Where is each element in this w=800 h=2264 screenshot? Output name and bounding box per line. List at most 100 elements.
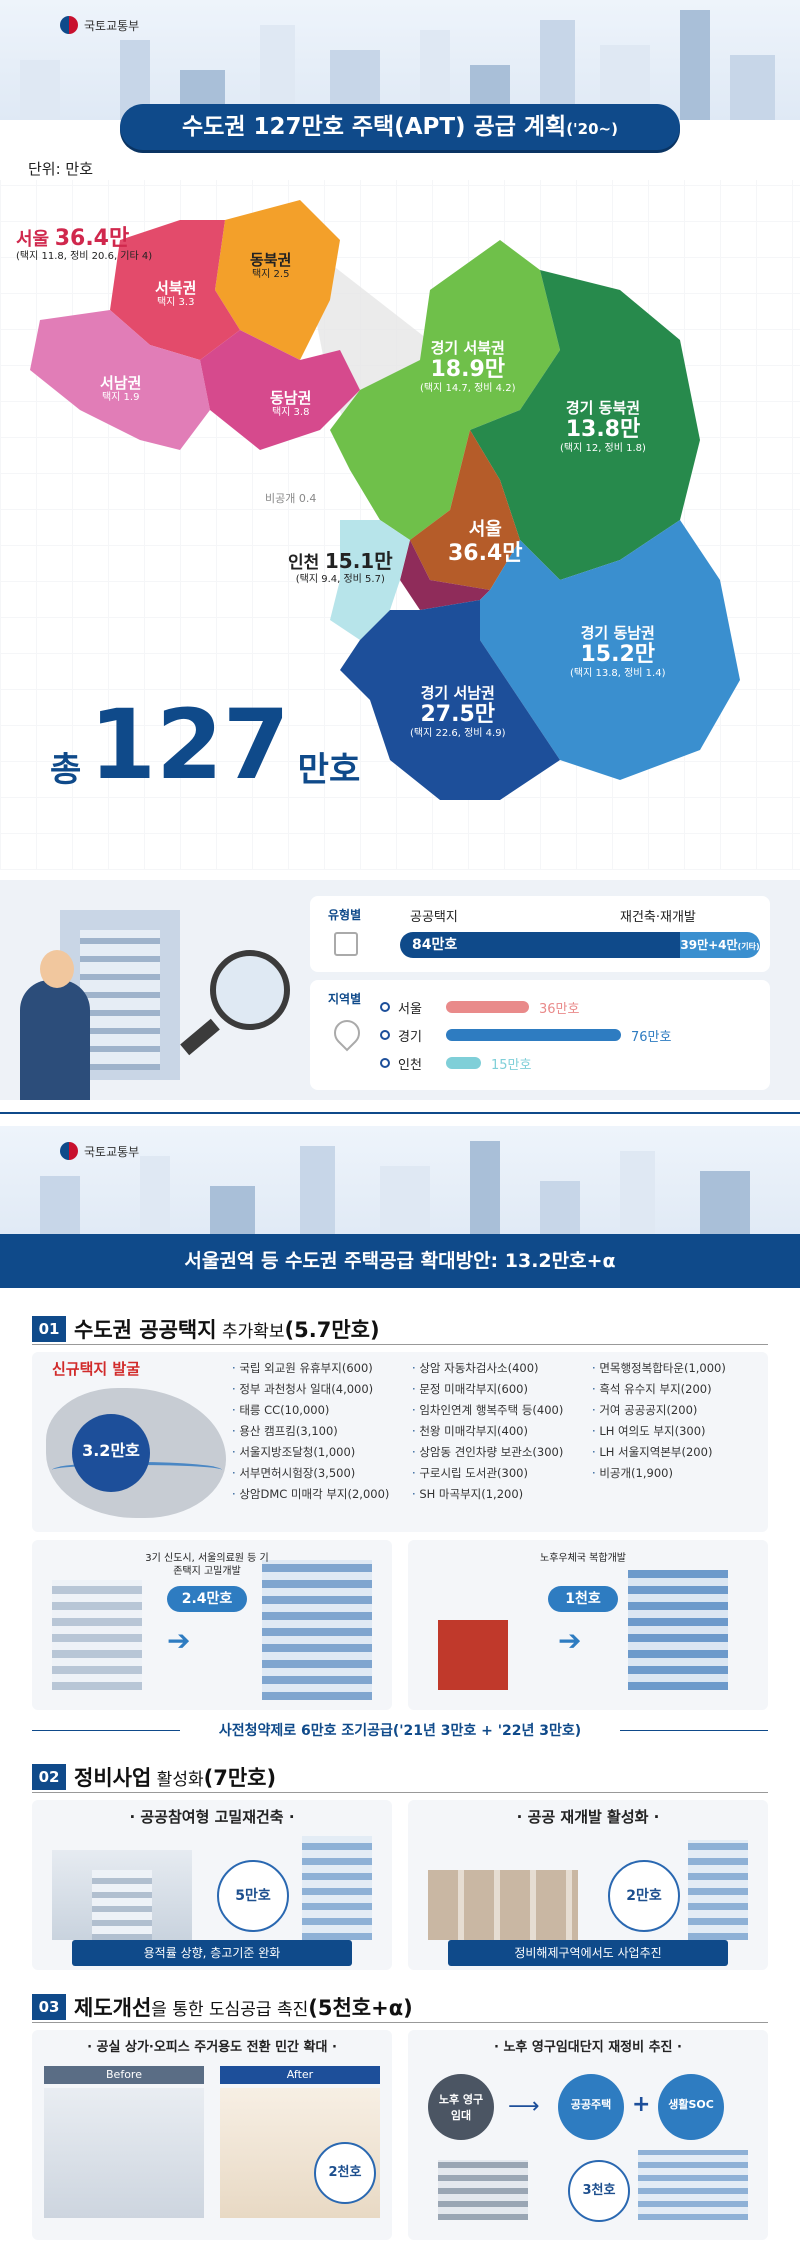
region-name: 인천 (398, 1058, 422, 1073)
section-2-title-c: (7만호) (203, 1766, 277, 1790)
site-item: 임차인연계 행복주택 등(400) (412, 1400, 592, 1421)
dense-dev-value: 2.4만호 (181, 1591, 233, 1607)
region-value: 36만호 (539, 1002, 580, 1017)
section-1-number: 01 (32, 1316, 66, 1342)
section-1-title-b: 추가확보 (216, 1322, 285, 1342)
site-list-col-1: 국립 외교원 유휴부지(600)정부 과천청사 일대(4,000)태릉 CC(1… (232, 1358, 412, 1505)
region-gyeonggi-sw (340, 600, 560, 800)
redevelop-value: 2만호 (626, 1888, 662, 1904)
seobuk-detail: 택지 3.3 (156, 297, 195, 309)
post-office-value: 1천호 (565, 1591, 601, 1607)
region-gyeonggi-nw (330, 240, 560, 540)
site-item: 서울지방조달청(1,000) (232, 1442, 412, 1463)
total-label: 총 127 만호 (50, 690, 360, 800)
site-item: LH 서울지역본부(200) (592, 1442, 768, 1463)
site-item: 상암 자동차검사소(400) (412, 1358, 592, 1379)
other-note: 비공개 0.4 (265, 492, 317, 505)
site-item: LH 여의도 부지(300) (592, 1421, 768, 1442)
new-site-value: 3.2만호 (82, 1441, 140, 1460)
label-gyeonggi-sw: 경기 서남권 27.5만 (택지 22.6, 정비 4.9) (410, 684, 506, 739)
label-seoul-center: 서울 36.4만 (448, 519, 523, 566)
section-3-title: 제도개선을 통한 도심공급 촉진(5천호+α) (74, 1992, 413, 2022)
dense-dev-card: 3기 신도시, 서울의료원 등 기존택지 고밀개발 2.4만호 ➔ (32, 1540, 392, 1710)
site-list-col-2: 상암 자동차검사소(400)문정 미매각부지(600)임차인연계 행복주택 등(… (412, 1358, 592, 1505)
ministry-name-2: 국토교통부 (84, 1144, 140, 1159)
government-emblem-icon (60, 16, 78, 34)
total-value: 127 (89, 689, 290, 801)
region-gyeonggi-se (480, 520, 740, 780)
redevelop-note: (기타) (737, 942, 760, 951)
section-3-title-b: 을 통한 도심공급 촉진 (151, 2000, 309, 2020)
public-housing-circle: 공공주택 (558, 2074, 624, 2140)
divider-line (0, 1112, 800, 1114)
gyeonggi-sw-detail: (택지 22.6, 정비 4.9) (410, 727, 506, 739)
gyeonggi-sw-value: 27.5만 (420, 702, 496, 728)
region-name: 경기 (398, 1030, 422, 1045)
gyeonggi-se-value: 15.2만 (580, 642, 656, 668)
dongnam-name: 동남권 (270, 389, 312, 407)
section-2-title: 정비사업 활성화(7만호) (74, 1762, 276, 1792)
site-item: 구로시립 도서관(300) (412, 1463, 592, 1484)
dense-dev-text: 3기 신도시, 서울의료원 등 기존택지 고밀개발 (145, 1553, 269, 1577)
old-rental-label: 노후 영구임대 (438, 2093, 484, 2122)
page-title: 수도권 127만호 주택(APT) 공급 계획 (182, 114, 567, 140)
gyeonggi-se-name: 경기 동남권 (580, 624, 655, 642)
conversion-title: · 공실 상가·오피스 주거용도 전환 민간 확대 · (87, 2040, 337, 2055)
location-pin-icon (380, 1058, 390, 1068)
region-dongnam (200, 330, 360, 450)
incheon-name: 인천 (288, 553, 320, 573)
site-item: 서부면허시험장(3,500) (232, 1463, 412, 1484)
seobuk-name: 서북권 (155, 279, 197, 297)
new-site-label: 신규택지 발굴 (52, 1360, 141, 1378)
ministry-logo: 국토교통부 (60, 16, 139, 34)
region-map (30, 200, 740, 800)
arrow-icon: ➔ (558, 1624, 582, 1657)
rental-card: · 노후 영구임대단지 재정비 추진 · 노후 영구임대 ⟶ 공공주택 + 생활… (408, 2030, 768, 2240)
region-label: 지역별 (328, 992, 362, 1006)
conversion-card: · 공실 상가·오피스 주거용도 전환 민간 확대 · Before After… (32, 2030, 392, 2240)
label-dongbuk: 동북권 택지 2.5 (250, 251, 292, 281)
site-item: 국립 외교원 유휴부지(600) (232, 1358, 412, 1379)
map-pin-icon (328, 1014, 366, 1052)
dongnam-detail: 택지 3.8 (271, 407, 310, 419)
region-value: 76만호 (631, 1030, 672, 1045)
total-suffix: 만호 (297, 750, 361, 790)
section-2-number: 02 (32, 1764, 66, 1790)
rental-value: 3천호 (582, 2183, 616, 2198)
site-item: 흑석 유수지 부지(200) (592, 1379, 768, 1400)
section-3-number: 03 (32, 1994, 66, 2020)
label-incheon: 인천 15.1만 (택지 9.4, 정비 5.7) (288, 550, 393, 585)
region-gyeonggi-ne (470, 270, 700, 580)
gyeonggi-ne-detail: (택지 12, 정비 1.8) (560, 442, 646, 454)
title-suffix: ('20~) (566, 120, 618, 138)
seonam-name: 서남권 (100, 374, 142, 392)
region-seoul-center-south (400, 540, 490, 610)
site-item: SH 마곡부지(1,200) (412, 1484, 592, 1505)
soc-label: 생활SOC (668, 2098, 714, 2111)
seoul-detail: (택지 11.8, 정비 20.6, 기타 4) (16, 251, 153, 263)
dongbuk-name: 동북권 (250, 251, 292, 269)
label-seobuk: 서북권 택지 3.3 (155, 279, 197, 309)
gyeonggi-sw-name: 경기 서남권 (420, 684, 495, 702)
region-panel: 지역별 서울 36만호 경기 76만호 인천 15만호 (310, 980, 770, 1090)
new-site-value-circle: 3.2만호 (72, 1414, 150, 1492)
rebuild-caption: 용적률 상향, 층고기준 완화 (72, 1940, 352, 1966)
site-item: 문정 미매각부지(600) (412, 1379, 592, 1400)
redevelop-card: · 공공 재개발 활성화 · 2만호 정비해제구역에서도 사업추진 (408, 1800, 768, 1970)
label-dongnam: 동남권 택지 3.8 (270, 389, 312, 419)
public-land-bar: 84만호 (400, 932, 680, 958)
gyeonggi-ne-name: 경기 동북권 (565, 399, 641, 417)
ministry-name: 국토교통부 (84, 18, 140, 33)
site-item: 태릉 CC(10,000) (232, 1400, 412, 1421)
seoul-center-name: 서울 (468, 519, 502, 540)
site-item: 용산 캠프킴(3,100) (232, 1421, 412, 1442)
early-supply-text: 사전청약제로 6만호 조기공급('21년 3만호 + '22년 3만호) (180, 1720, 620, 1742)
post-office-card: 노후우체국 복합개발 1천호 ➔ (408, 1540, 768, 1710)
seoul-summary-label: 서울 36.4만 (택지 11.8, 정비 20.6, 기타 4) (16, 226, 152, 263)
rebuild-card: · 공공참여형 고밀재건축 · 5만호 용적률 상향, 층고기준 완화 (32, 1800, 392, 1970)
gyeonggi-nw-detail: (택지 14.7, 정비 4.2) (420, 382, 516, 394)
new-site-card: 3.2만호 신규택지 발굴 국립 외교원 유휴부지(600)정부 과천청사 일대… (32, 1352, 768, 1532)
location-pin-icon (380, 1030, 390, 1040)
region-bar (446, 1057, 481, 1069)
redevelop-caption: 정비해제구역에서도 사업추진 (448, 1940, 728, 1966)
